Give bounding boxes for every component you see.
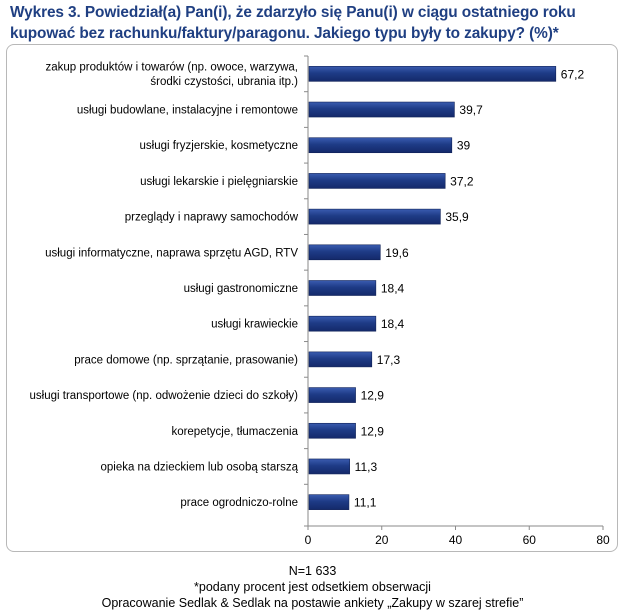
category-label: prace domowe (np. sprzątanie, prasowanie…: [74, 354, 298, 366]
value-label: 39: [457, 139, 471, 153]
category-label: prace ogrodniczo-rolne: [180, 497, 298, 509]
bar: [308, 66, 557, 82]
bar: [308, 315, 377, 332]
value-label: 12,9: [361, 389, 385, 403]
source-note: Opracowanie Sedlak & Sedlak na postawie …: [101, 596, 524, 610]
bar: [308, 137, 453, 154]
category-label: usługi budowlane, instalacyjne i remonto…: [77, 105, 298, 117]
bar: [308, 458, 350, 475]
bar: [308, 387, 356, 403]
bar: [308, 244, 381, 261]
value-label: 35,9: [445, 210, 469, 224]
x-tick-label: 40: [449, 533, 463, 547]
bar: [308, 101, 455, 118]
bar: [308, 280, 377, 296]
category-label: usługi gastronomiczne: [184, 283, 298, 295]
x-tick-label: 80: [596, 533, 610, 547]
value-label: 11,3: [355, 460, 378, 474]
value-label: 39,7: [459, 103, 483, 117]
value-label: 11,1: [354, 496, 377, 510]
x-tick-label: 20: [375, 533, 389, 547]
category-label: usługi lekarskie i pielęgniarskie: [140, 176, 298, 188]
category-label: usługi informatyczne, naprawa sprzętu AG…: [45, 247, 298, 259]
value-label: 18,4: [381, 317, 405, 331]
category-label: usługi transportowe (np. odwożenie dziec…: [30, 390, 299, 402]
value-label: 67,2: [561, 67, 585, 81]
category-label: opieka na dzieckiem lub osobą starszą: [100, 461, 298, 473]
value-label: 37,2: [450, 174, 474, 188]
category-label: zakup produktów i towarów (np. owoce, wa…: [46, 62, 298, 74]
chart-title: Wykres 3. Powiedział(a) Pan(i), że zdarz…: [10, 4, 576, 42]
category-label: usługi krawieckie: [211, 319, 298, 331]
value-label: 19,6: [385, 246, 409, 260]
category-label: korepetycje, tłumaczenia: [171, 426, 298, 438]
bar: [308, 351, 373, 368]
category-label: przeglądy i naprawy samochodów: [125, 212, 299, 224]
value-label: 18,4: [381, 282, 405, 296]
bar: [308, 422, 356, 439]
category-label: usługi fryzjerskie, kosmetyczne: [140, 140, 299, 152]
bar: [308, 208, 441, 225]
bar: [308, 494, 350, 510]
bar: [308, 173, 446, 189]
footnote: *podany procent jest odsetkiem obserwacj…: [194, 580, 431, 594]
category-label: środki czystości, ubrania itp.): [150, 76, 298, 88]
sample-size: N=1 633: [288, 564, 337, 578]
x-tick-label: 0: [305, 533, 312, 547]
value-label: 17,3: [377, 353, 401, 367]
x-tick-label: 60: [523, 533, 537, 547]
value-label: 12,9: [361, 424, 385, 438]
